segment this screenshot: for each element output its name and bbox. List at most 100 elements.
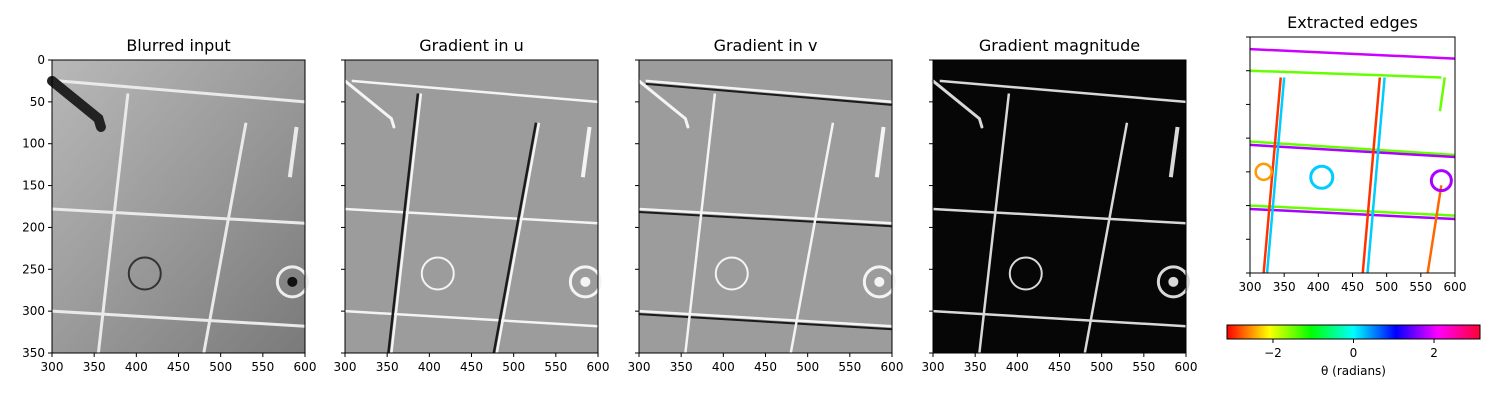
panel-image	[345, 60, 598, 353]
edge-ring	[1309, 164, 1335, 190]
x-tick-label: 350	[83, 360, 106, 374]
panel-title: Gradient magnitude	[979, 36, 1140, 55]
x-tick-label: 550	[251, 360, 274, 374]
ring-marker	[714, 256, 749, 291]
grid-line-horizontal	[932, 309, 1187, 328]
y-tick-label: 150	[22, 179, 45, 193]
grid-line-vertical	[390, 93, 423, 354]
pen-shape	[931, 79, 984, 129]
grid-line-vertical	[495, 122, 541, 354]
colorbar-scale	[1226, 324, 1481, 340]
ring-marker	[127, 256, 162, 291]
image-content	[931, 79, 1190, 354]
x-tick-label: 350	[964, 360, 987, 374]
panel-2: Gradient in u 300 350 400 450 500 550 600	[334, 36, 610, 374]
panel-title: Gradient in v	[714, 36, 818, 55]
grid-line-vertical	[684, 93, 717, 354]
pen-shape	[637, 79, 690, 129]
y-tick-label: 350	[22, 346, 45, 360]
ring-marker	[568, 265, 602, 299]
ring-center	[287, 276, 298, 287]
ring-marker	[1156, 265, 1190, 299]
grid-line-horizontal-shadow	[638, 211, 893, 228]
x-tick-label: 450	[1048, 360, 1071, 374]
grid-line-horizontal	[344, 309, 599, 328]
grid-line-horizontal	[638, 309, 893, 328]
grid-line-horizontal	[939, 79, 1187, 104]
edge-segment	[1438, 77, 1446, 112]
image-content	[1249, 47, 1456, 274]
panel-3: Gradient in v 300 350 400 450 500 550 600	[628, 36, 904, 374]
panel-title: Gradient in u	[419, 36, 524, 55]
grid-line-horizontal	[344, 207, 599, 225]
grid-line-vertical	[1083, 122, 1129, 354]
x-tick-label: 450	[460, 360, 483, 374]
x-tick-label: 500	[502, 360, 525, 374]
grid-line-horizontal	[932, 207, 1187, 225]
grid-line-horizontal-shadow	[638, 313, 893, 331]
x-tick-label: 600	[294, 360, 317, 374]
image-content	[343, 79, 602, 354]
grid-line-horizontal	[58, 79, 306, 104]
x-tick-label: 550	[1409, 280, 1432, 294]
grid-line-horizontal	[51, 207, 306, 225]
colorbar-label: θ (radians)	[1321, 364, 1386, 378]
edge-segment	[1249, 207, 1456, 221]
edge-segment	[1361, 77, 1382, 274]
image-content	[637, 79, 896, 354]
x-tick-label: 350	[670, 360, 693, 374]
edge-segment	[1249, 47, 1456, 60]
grid-line-horizontal	[638, 207, 893, 225]
bright-mark	[287, 126, 299, 178]
x-tick-label: 400	[418, 360, 441, 374]
panel-title: Blurred input	[126, 36, 230, 55]
pen-shape	[47, 75, 106, 132]
bright-mark	[1168, 126, 1180, 178]
x-tick-label: 400	[1006, 360, 1029, 374]
panel-title: Extracted edges	[1287, 13, 1418, 32]
panel-5: Extracted edges 300 350 400 450 500 550 600	[1239, 13, 1467, 294]
x-tick-label: 300	[1239, 280, 1262, 294]
x-tick-label: 300	[334, 360, 357, 374]
colorbar-tick-label: 0	[1350, 346, 1358, 360]
x-tick-label: 300	[41, 360, 64, 374]
grid-line-vertical	[202, 122, 248, 354]
panel-image	[52, 60, 305, 353]
ring-center	[874, 276, 885, 287]
bright-mark	[874, 126, 886, 178]
edge-ring	[1429, 169, 1453, 193]
x-tick-label: 600	[881, 360, 904, 374]
x-tick-label: 450	[167, 360, 190, 374]
panel-4: Gradient magnitude 300 350 400 450 500 550 600	[922, 36, 1198, 374]
grid-line-horizontal	[351, 79, 599, 104]
edge-segment	[1249, 69, 1442, 79]
x-tick-label: 600	[1444, 280, 1467, 294]
x-tick-label: 350	[1273, 280, 1296, 294]
pen-shape	[343, 79, 396, 129]
grid-line-horizontal	[645, 79, 893, 104]
grid-line-vertical	[978, 93, 1011, 354]
x-tick-label: 450	[1341, 280, 1364, 294]
bright-mark	[580, 126, 592, 178]
edge-ring	[1254, 162, 1273, 182]
x-tick-label: 500	[209, 360, 232, 374]
ring-marker	[275, 265, 309, 299]
x-tick-label: 400	[712, 360, 735, 374]
ring-marker	[862, 265, 896, 299]
x-tick-label: 600	[1175, 360, 1198, 374]
x-tick-label: 550	[1132, 360, 1155, 374]
x-tick-label: 400	[1307, 280, 1330, 294]
x-tick-label: 400	[125, 360, 148, 374]
x-tick-label: 550	[544, 360, 567, 374]
ring-center	[1168, 276, 1179, 287]
y-tick-label: 100	[22, 137, 45, 151]
x-tick-label: 450	[754, 360, 777, 374]
x-tick-label: 300	[922, 360, 945, 374]
edge-segment	[1249, 143, 1456, 159]
panel-image	[639, 60, 892, 353]
ring-marker	[1008, 256, 1043, 291]
ring-marker	[420, 256, 455, 291]
grid-line-vertical-shadow	[492, 122, 538, 354]
x-tick-label: 350	[376, 360, 399, 374]
y-tick-label: 250	[22, 262, 45, 276]
